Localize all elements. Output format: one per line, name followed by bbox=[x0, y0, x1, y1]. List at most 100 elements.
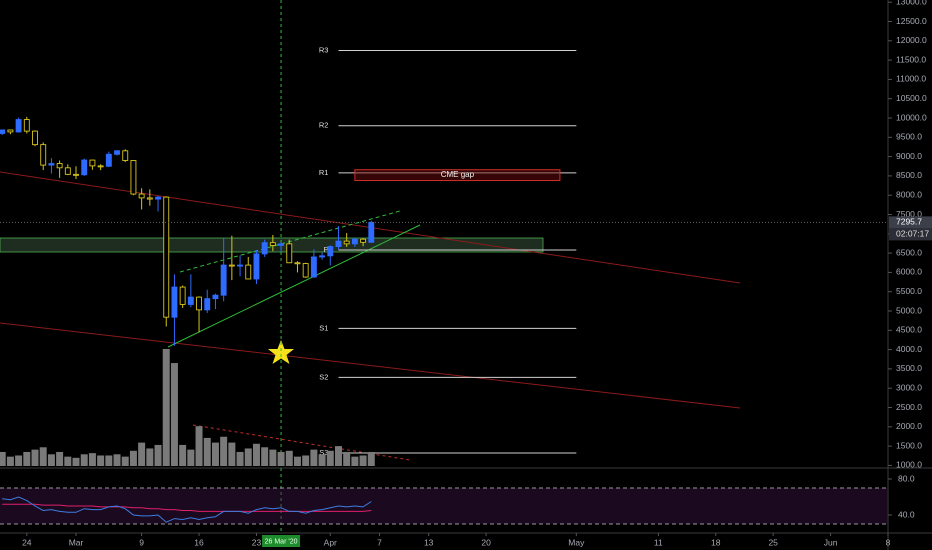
volume-bar bbox=[80, 454, 88, 466]
y-tick-label: 5500.0 bbox=[896, 286, 922, 296]
candle-body bbox=[146, 197, 153, 200]
volume-bar bbox=[359, 455, 367, 466]
last-price-box bbox=[889, 216, 932, 229]
volume-bar bbox=[179, 444, 187, 466]
candle-body bbox=[286, 243, 293, 264]
cme-gap-box bbox=[354, 169, 561, 182]
candle-body bbox=[360, 238, 367, 243]
volume-bar bbox=[0, 451, 6, 466]
x-tick-label: 20 bbox=[481, 537, 491, 547]
candle-body bbox=[335, 240, 342, 247]
volume-bar bbox=[220, 436, 228, 466]
candle-body bbox=[327, 246, 334, 257]
y-tick-label: 11500.0 bbox=[896, 54, 926, 64]
y-tick-label: 6500.0 bbox=[896, 247, 922, 257]
pivot-label: R2 bbox=[319, 121, 329, 130]
volume-bar bbox=[367, 451, 375, 466]
x-tick-label: 9 bbox=[139, 537, 144, 547]
volume-bar bbox=[318, 454, 326, 466]
volume-bar bbox=[302, 455, 310, 466]
volume-bar bbox=[15, 455, 23, 466]
candle-body bbox=[15, 119, 22, 133]
volume-bar bbox=[88, 453, 96, 466]
candle-body bbox=[155, 196, 161, 200]
candle-body bbox=[163, 196, 170, 318]
candle-body bbox=[23, 119, 30, 132]
volume-bar bbox=[211, 442, 219, 466]
volume-bar bbox=[170, 363, 178, 466]
x-tick-label: 7 bbox=[377, 537, 382, 547]
volume-bar bbox=[154, 444, 162, 466]
volume-bar bbox=[334, 446, 342, 466]
y-tick-label: 3500.0 bbox=[896, 363, 922, 373]
volume-bar bbox=[343, 451, 351, 466]
candle-body bbox=[89, 159, 96, 167]
volume-bar bbox=[31, 449, 39, 466]
x-tick-label: 11 bbox=[654, 537, 663, 547]
y-tick-label: 10500.0 bbox=[896, 93, 927, 103]
x-tick-label: May bbox=[568, 537, 585, 547]
candle-body bbox=[97, 165, 104, 168]
volume-bar bbox=[187, 449, 195, 466]
y-tick-label: 1500.0 bbox=[896, 440, 922, 450]
pivot-label: R3 bbox=[319, 45, 329, 54]
candle-body bbox=[56, 163, 63, 169]
candle-body bbox=[122, 150, 129, 161]
pivot-label: S3 bbox=[319, 448, 328, 457]
volume-bar bbox=[326, 450, 334, 466]
star-marker bbox=[268, 340, 294, 364]
candle-body bbox=[73, 173, 79, 176]
pivot-label: R1 bbox=[319, 168, 329, 177]
volume-bar bbox=[261, 447, 269, 466]
candle-body bbox=[114, 150, 120, 155]
x-tick-label: 16 bbox=[194, 537, 204, 547]
candle-body bbox=[269, 242, 276, 246]
volume-bar bbox=[105, 455, 113, 466]
volume-bar bbox=[293, 456, 301, 466]
candle-body bbox=[48, 163, 55, 166]
crosshair-label-box bbox=[262, 535, 301, 547]
y-tick-label: 3000.0 bbox=[896, 382, 922, 392]
volume-bar bbox=[146, 448, 154, 466]
green-trendline bbox=[167, 224, 421, 348]
x-tick-label: 23 bbox=[252, 537, 262, 547]
green-dashed-trendline bbox=[179, 210, 401, 273]
volume-bar bbox=[285, 450, 293, 466]
y-tick-label: 11000.0 bbox=[896, 74, 926, 84]
candle-body bbox=[105, 153, 112, 167]
candle-body bbox=[302, 263, 309, 278]
y-tick-label: 4500.0 bbox=[896, 325, 922, 335]
candle-body bbox=[310, 256, 317, 278]
volume-bar bbox=[64, 456, 72, 466]
volume-bar bbox=[56, 451, 64, 466]
volume-bar bbox=[113, 454, 121, 466]
last-price-label: 7295.7 bbox=[896, 217, 922, 227]
volume-bar bbox=[97, 455, 105, 466]
x-tick-label: 25 bbox=[768, 537, 778, 547]
y-tick-label: 7500.0 bbox=[896, 209, 922, 219]
rsi-tick-label: 80.0 bbox=[898, 473, 915, 483]
volume-bar bbox=[39, 447, 47, 466]
y-tick-label: 9500.0 bbox=[896, 132, 922, 142]
candle-body bbox=[40, 144, 47, 166]
candle-body bbox=[204, 298, 211, 311]
rsi-line bbox=[2, 496, 372, 523]
candle-body bbox=[294, 262, 301, 265]
volume-bar bbox=[277, 451, 285, 466]
candle-body bbox=[179, 286, 186, 305]
candle-body bbox=[351, 238, 358, 245]
volume-bar bbox=[228, 442, 236, 466]
y-tick-label: 12000.0 bbox=[896, 35, 927, 45]
x-tick-label: Mar bbox=[69, 537, 84, 547]
x-tick-label: 8 bbox=[886, 537, 891, 547]
y-tick-label: 6000.0 bbox=[896, 267, 922, 277]
y-tick-label: 9000.0 bbox=[896, 151, 922, 161]
y-tick-label: 8000.0 bbox=[896, 189, 922, 199]
countdown-label: 02:07:17 bbox=[896, 229, 929, 239]
y-tick-label: 2500.0 bbox=[896, 402, 922, 412]
pivot-label: S1 bbox=[319, 323, 328, 332]
volume-bar bbox=[236, 451, 244, 466]
candle-body bbox=[187, 296, 194, 305]
candle-body bbox=[368, 221, 375, 243]
